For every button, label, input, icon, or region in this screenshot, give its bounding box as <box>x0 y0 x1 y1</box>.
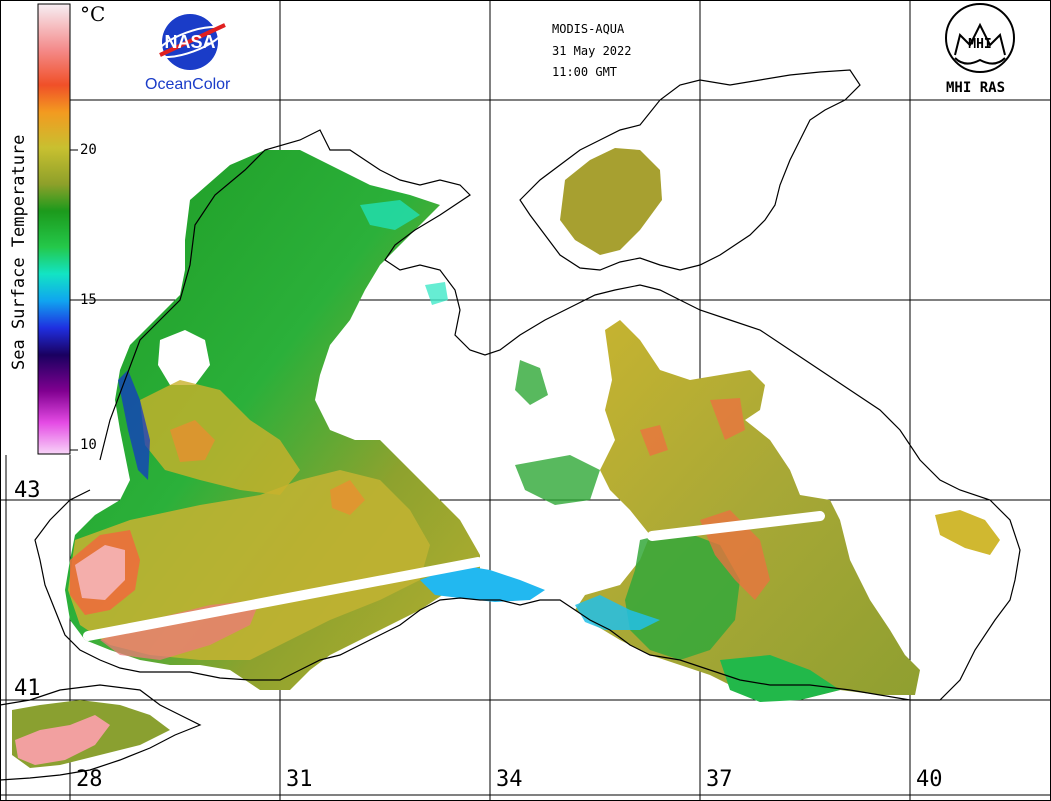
colorbar-tick-15: 15 <box>80 292 97 308</box>
cyan-danube <box>425 282 448 305</box>
warm-west-mid <box>140 380 300 495</box>
time-label: 11:00 GMT <box>552 65 618 79</box>
lon-label-34: 34 <box>496 767 523 792</box>
cool-bosphorus <box>420 565 545 602</box>
date-label: 31 May 2022 <box>552 44 632 58</box>
colorbar-tick-20: 20 <box>80 142 97 158</box>
hot-spots-west <box>170 420 365 515</box>
mhi-logo-text: MHI <box>968 37 991 52</box>
satellite-label: MODIS-AQUA <box>552 22 625 36</box>
lat-label-41: 41 <box>14 676 41 701</box>
cold-bay <box>158 330 210 385</box>
tick-ruler <box>0 455 1051 801</box>
lon-label-28: 28 <box>76 767 103 792</box>
lon-label-37: 37 <box>706 767 733 792</box>
colorbar-title: Sea Surface Temperature <box>9 134 29 370</box>
lat-label-43: 43 <box>14 478 41 503</box>
colorbar-tick-10: 10 <box>80 437 97 453</box>
warm-west-south <box>68 470 430 660</box>
east-south-green <box>720 655 840 702</box>
swath-gap <box>83 511 825 641</box>
cyan-north <box>360 200 420 230</box>
nasa-caption: OceanColor <box>145 76 231 93</box>
hot-west-coast-2 <box>75 545 125 600</box>
mhi-logo <box>945 3 1015 73</box>
east-edge-patch <box>935 510 1000 555</box>
institute-caption: MHI RAS <box>946 80 1006 96</box>
nasa-logo: NASA <box>156 14 226 70</box>
colorbar-ticks <box>70 149 78 451</box>
svg-text:NASA: NASA <box>164 32 215 52</box>
colorbar-unit: °C <box>80 2 106 26</box>
lon-label-31: 31 <box>286 767 313 792</box>
cool-west-coast <box>118 370 150 480</box>
east-warm <box>640 398 770 600</box>
lon-label-40: 40 <box>916 767 943 792</box>
east-cool <box>575 595 660 630</box>
coastline <box>0 69 1021 781</box>
bulgaria-hot <box>15 715 110 765</box>
east-green <box>625 530 740 660</box>
east-north-green <box>515 360 600 505</box>
colorbar <box>37 3 71 455</box>
azov-sea <box>560 148 662 255</box>
